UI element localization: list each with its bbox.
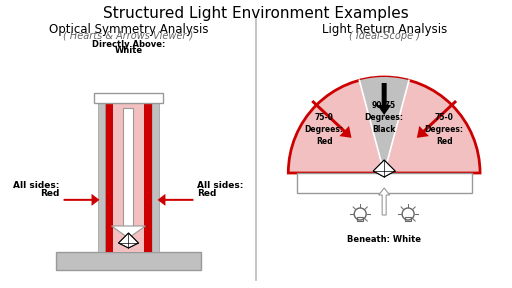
Bar <box>113 103 144 252</box>
Bar <box>56 252 201 270</box>
Bar <box>144 103 153 252</box>
Polygon shape <box>373 160 395 177</box>
Text: All sides:: All sides: <box>13 181 59 190</box>
Text: Directly Above:: Directly Above: <box>92 40 165 49</box>
Bar <box>104 103 113 252</box>
Text: 75-0
Degrees:
Red: 75-0 Degrees: Red <box>305 113 344 146</box>
FancyArrow shape <box>417 100 457 138</box>
FancyArrow shape <box>158 194 194 206</box>
Text: Optical Symmetry Analysis: Optical Symmetry Analysis <box>49 23 208 36</box>
Polygon shape <box>112 226 145 238</box>
Text: Red: Red <box>40 189 59 198</box>
Wedge shape <box>288 77 480 173</box>
Text: White: White <box>114 46 142 55</box>
Text: 75-0
Degrees:
Red: 75-0 Degrees: Red <box>424 113 463 146</box>
Text: ( Ideal-Scope ): ( Ideal-Scope ) <box>349 31 420 41</box>
Bar <box>97 103 104 252</box>
FancyArrow shape <box>63 194 99 206</box>
Wedge shape <box>359 77 409 173</box>
Text: All sides:: All sides: <box>198 181 244 190</box>
Text: Structured Light Environment Examples: Structured Light Environment Examples <box>103 6 409 21</box>
Text: ( Hearts & Arrows Viewer ): ( Hearts & Arrows Viewer ) <box>63 31 194 41</box>
Text: Light Return Analysis: Light Return Analysis <box>322 23 447 36</box>
Bar <box>153 103 159 252</box>
Bar <box>357 217 363 221</box>
FancyArrow shape <box>311 100 352 138</box>
FancyArrow shape <box>377 83 391 115</box>
Bar <box>123 108 134 226</box>
Bar <box>297 173 472 193</box>
Bar <box>405 217 411 221</box>
FancyArrow shape <box>379 188 390 215</box>
Text: 90-75
Degrees:
Black: 90-75 Degrees: Black <box>365 101 403 134</box>
Text: Red: Red <box>198 189 217 198</box>
Text: Beneath: White: Beneath: White <box>347 235 421 244</box>
Bar <box>94 93 163 103</box>
Polygon shape <box>118 233 138 248</box>
